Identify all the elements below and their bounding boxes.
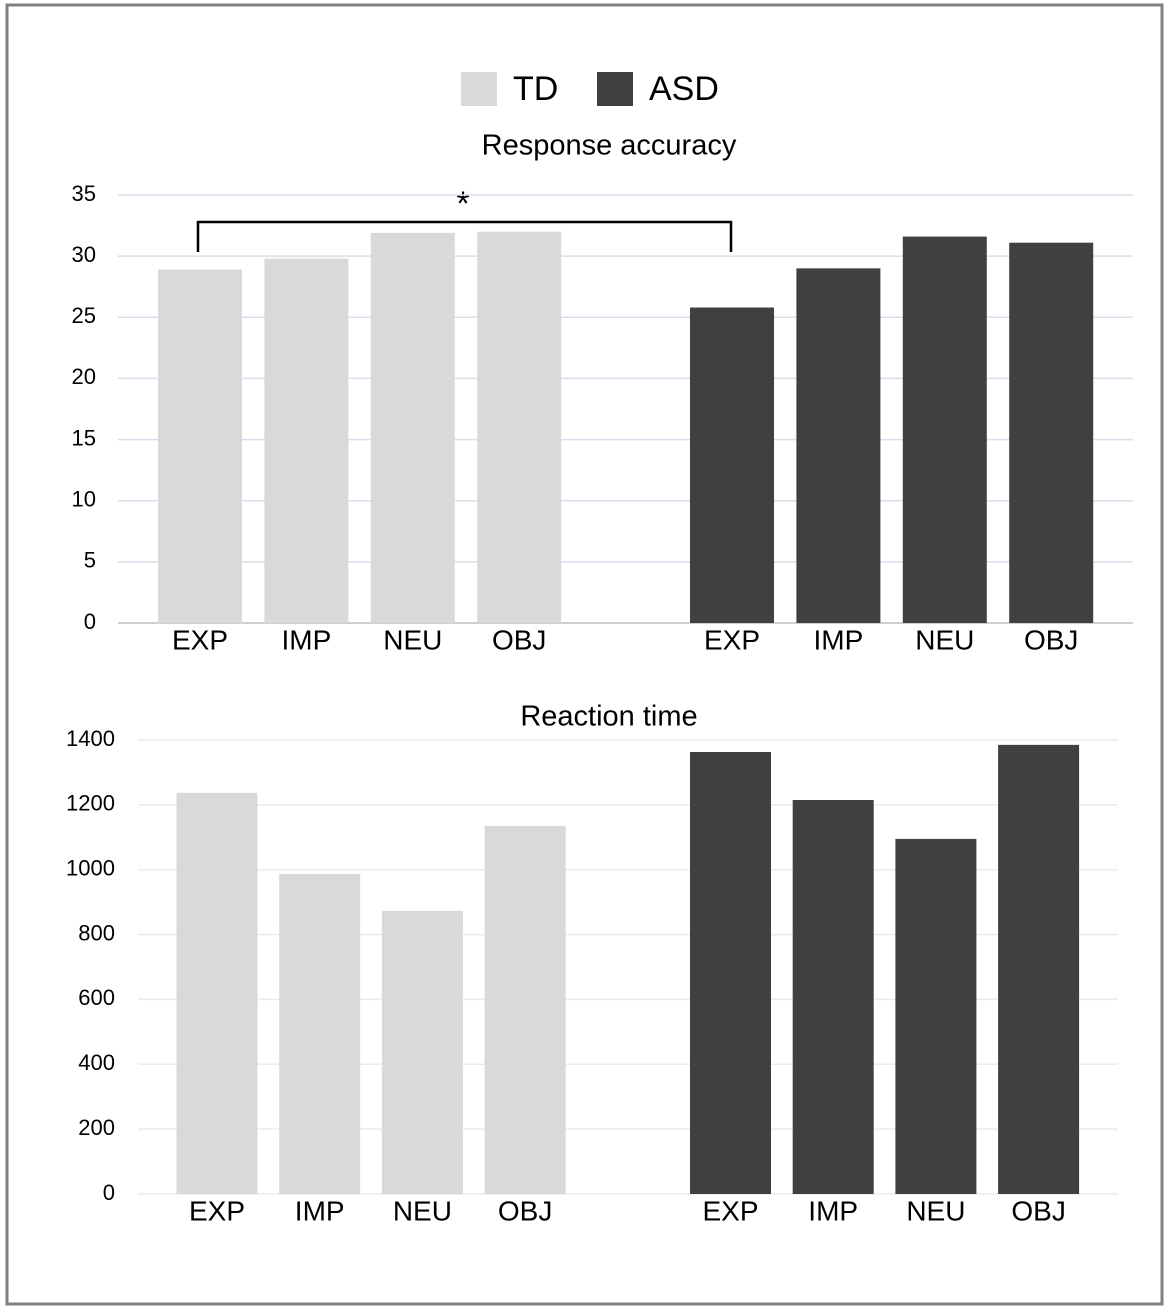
x-tick-label: NEU (906, 1195, 965, 1226)
bar (279, 873, 361, 1194)
x-tick-label: NEU (383, 624, 442, 655)
y-tick-label: 1400 (66, 726, 115, 751)
legend-label: ASD (649, 70, 719, 108)
y-tick-label: 1000 (66, 856, 115, 881)
y-tick-label: 200 (78, 1115, 115, 1140)
chart-title: Reaction time (520, 701, 697, 733)
bar (690, 751, 771, 1194)
x-tick-label: EXP (704, 624, 760, 655)
bar (381, 910, 463, 1194)
bar (1009, 242, 1094, 624)
x-tick-label: NEU (393, 1195, 452, 1226)
y-tick-label: 0 (103, 1180, 115, 1205)
y-tick-label: 35 (72, 181, 96, 206)
x-tick-label: EXP (172, 624, 228, 655)
x-tick-label: IMP (808, 1195, 858, 1226)
x-tick-label: OBJ (498, 1195, 552, 1226)
bar (176, 792, 258, 1194)
significance-bracket (196, 220, 733, 252)
x-tick-label: EXP (702, 1195, 758, 1226)
bar (158, 269, 242, 623)
y-tick-label: 800 (78, 920, 115, 945)
bar (796, 268, 881, 623)
bar (895, 838, 977, 1194)
x-tick-label: OBJ (1024, 624, 1078, 655)
bar (792, 799, 874, 1194)
bar (998, 744, 1080, 1194)
bar (902, 236, 987, 623)
bar (477, 231, 562, 623)
bar (484, 825, 566, 1194)
legend-label: TD (513, 70, 558, 108)
bar (690, 307, 774, 623)
bar (370, 232, 455, 623)
y-tick-label: 25 (72, 303, 96, 328)
y-tick-label: 30 (72, 242, 96, 267)
y-tick-label: 15 (72, 425, 96, 450)
y-tick-label: 5 (84, 548, 96, 573)
y-tick-label: 600 (78, 985, 115, 1010)
y-tick-label: 0 (84, 609, 96, 634)
y-tick-label: 400 (78, 1050, 115, 1075)
chart-title: Response accuracy (482, 130, 737, 162)
x-tick-label: NEU (915, 624, 974, 655)
bar (264, 258, 349, 623)
y-tick-label: 1200 (66, 791, 115, 816)
y-tick-label: 20 (72, 364, 96, 389)
legend-swatch (461, 72, 497, 106)
x-tick-label: IMP (814, 624, 864, 655)
x-tick-label: IMP (282, 624, 332, 655)
significance-marker: * (456, 185, 469, 223)
legend-swatch (597, 72, 633, 106)
y-tick-label: 10 (72, 487, 96, 512)
x-tick-label: OBJ (1011, 1195, 1065, 1226)
x-tick-label: IMP (295, 1195, 345, 1226)
x-tick-label: EXP (189, 1195, 245, 1226)
x-tick-label: OBJ (492, 624, 546, 655)
